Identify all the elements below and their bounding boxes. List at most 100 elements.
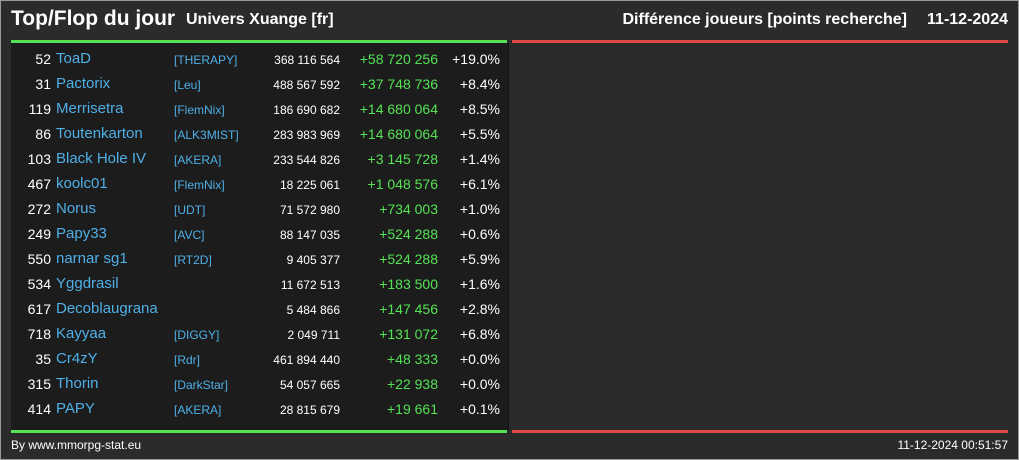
percent-change: +1.6%: [459, 276, 500, 292]
points-difference: +183 500: [379, 276, 438, 292]
alliance-tag-link[interactable]: [THERAPY]: [174, 53, 238, 67]
player-rank: 550: [27, 251, 51, 267]
points-difference: +37 748 736: [359, 76, 438, 92]
table-row: 35 Cr4zY [Rdr] 461 894 440 +48 333 +0.0%: [11, 347, 508, 372]
points-difference: +147 456: [379, 301, 438, 317]
points-difference: +3 145 728: [367, 151, 438, 167]
player-rank: 103: [27, 151, 51, 167]
points-difference: +22 938: [387, 376, 438, 392]
alliance-tag-link[interactable]: [FlemNix]: [174, 178, 225, 192]
alliance-tag-link[interactable]: [AVC]: [174, 228, 205, 242]
player-rank: 718: [27, 326, 51, 342]
points-difference: +524 288: [379, 226, 438, 242]
player-points: 283 983 969: [273, 128, 340, 142]
bottom-divider-green: [11, 430, 507, 433]
player-rank: 534: [27, 276, 51, 292]
player-points: 488 567 592: [273, 78, 340, 92]
percent-change: +8.5%: [459, 101, 500, 117]
percent-change: +8.4%: [459, 76, 500, 92]
alliance-tag-link[interactable]: [Leu]: [174, 78, 201, 92]
table-row: 534 Yggdrasil 11 672 513 +183 500 +1.6%: [11, 272, 508, 297]
top-divider-green: [11, 40, 507, 43]
player-points: 54 057 665: [279, 378, 340, 392]
player-rank: 272: [27, 201, 51, 217]
table-row: 52 ToaD [THERAPY] 368 116 564 +58 720 256 +19…: [11, 47, 508, 72]
player-name-link[interactable]: Merrisetra: [56, 100, 124, 117]
table-row: 718 Kayyaa [DIGGY] 2 049 711 +131 072 +6.8%: [11, 322, 508, 347]
player-name-link[interactable]: Norus: [56, 200, 97, 217]
percent-change: +6.1%: [459, 176, 500, 192]
ranking-subtitle: Différence joueurs [points recherche]: [622, 11, 907, 28]
table-row: 249 Papy33 [AVC] 88 147 035 +524 288 +0.6%: [11, 222, 508, 247]
player-rank: 414: [27, 401, 51, 417]
player-rank: 86: [35, 126, 51, 142]
alliance-tag-link[interactable]: [DarkStar]: [174, 378, 229, 392]
player-rank: 31: [35, 76, 51, 92]
table-row: 103 Black Hole IV [AKERA] 233 544 826 +3 145…: [11, 147, 508, 172]
points-difference: +14 680 064: [359, 126, 438, 142]
player-name-link[interactable]: Cr4zY: [56, 350, 98, 367]
table-row: 31 Pactorix [Leu] 488 567 592 +37 748 736 +8.…: [11, 72, 508, 97]
player-rank: 467: [27, 176, 51, 192]
percent-change: +1.4%: [459, 151, 500, 167]
player-points: 5 484 866: [286, 303, 340, 317]
points-difference: +1 048 576: [367, 176, 438, 192]
player-name-link[interactable]: Decoblaugrana: [56, 300, 158, 317]
player-name-link[interactable]: Pactorix: [56, 75, 111, 92]
table-row: 550 narnar sg1 [RT2D] 9 405 377 +524 288 +5.9…: [11, 247, 508, 272]
player-points: 11 672 513: [280, 278, 340, 292]
alliance-tag-link[interactable]: [ALK3MIST]: [174, 128, 239, 142]
bottom-divider-red: [512, 430, 1008, 433]
top-players-panel: 52 ToaD [THERAPY] 368 116 564 +58 720 256 +19…: [11, 43, 508, 430]
percent-change: +0.0%: [459, 376, 500, 392]
player-points: 28 815 679: [279, 403, 340, 417]
source-credit: By www.mmorpg-stat.eu: [11, 438, 142, 452]
generated-timestamp: 11-12-2024 00:51:57: [897, 438, 1008, 452]
alliance-tag-link[interactable]: [FlemNix]: [174, 103, 225, 117]
player-rank: 617: [27, 301, 51, 317]
player-points: 88 147 035: [279, 228, 340, 242]
player-points: 368 116 564: [274, 53, 340, 67]
alliance-tag-link[interactable]: [AKERA]: [174, 403, 222, 417]
player-name-link[interactable]: Toutenkarton: [56, 125, 143, 142]
player-name-link[interactable]: Kayyaa: [56, 325, 107, 342]
percent-change: +0.0%: [459, 351, 500, 367]
percent-change: +0.1%: [459, 401, 500, 417]
points-difference: +734 003: [379, 201, 438, 217]
table-row: 617 Decoblaugrana 5 484 866 +147 456 +2.8%: [11, 297, 508, 322]
table-row: 414 PAPY [AKERA] 28 815 679 +19 661 +0.1%: [11, 397, 508, 422]
percent-change: +19.0%: [452, 51, 500, 67]
table-row: 315 Thorin [DarkStar] 54 057 665 +22 938 +0.0…: [11, 372, 508, 397]
universe-label: Univers Xuange [fr]: [186, 11, 334, 28]
top-players-list: 52 ToaD [THERAPY] 368 116 564 +58 720 256 +19…: [11, 47, 508, 422]
alliance-tag-link[interactable]: [RT2D]: [174, 253, 212, 267]
points-difference: +19 661: [387, 401, 438, 417]
player-points: 18 225 061: [279, 178, 340, 192]
player-name-link[interactable]: Black Hole IV: [56, 150, 147, 167]
alliance-tag-link[interactable]: [Rdr]: [174, 353, 201, 367]
player-points: 9 405 377: [286, 253, 340, 267]
table-row: 467 koolc01 [FlemNix] 18 225 061 +1 048 576 +…: [11, 172, 508, 197]
player-name-link[interactable]: PAPY: [56, 400, 95, 417]
player-rank: 119: [28, 101, 51, 117]
alliance-tag-link[interactable]: [AKERA]: [174, 153, 222, 167]
table-row: 86 Toutenkarton [ALK3MIST] 283 983 969 +14 6…: [11, 122, 508, 147]
player-name-link[interactable]: ToaD: [56, 50, 92, 67]
alliance-tag-link[interactable]: [UDT]: [174, 203, 206, 217]
player-rank: 315: [27, 376, 51, 392]
alliance-tag-link[interactable]: [DIGGY]: [174, 328, 220, 342]
percent-change: +5.5%: [459, 126, 500, 142]
player-points: 186 690 682: [273, 103, 340, 117]
points-difference: +131 072: [379, 326, 438, 342]
flop-players-panel: [512, 43, 1008, 430]
player-points: 2 049 711: [287, 328, 341, 342]
player-name-link[interactable]: Papy33: [56, 225, 107, 242]
player-name-link[interactable]: Yggdrasil: [56, 275, 119, 292]
points-difference: +14 680 064: [359, 101, 438, 117]
player-name-link[interactable]: Thorin: [56, 375, 99, 392]
player-name-link[interactable]: narnar sg1: [56, 250, 128, 267]
player-rank: 249: [27, 226, 51, 242]
player-name-link[interactable]: koolc01: [56, 175, 108, 192]
header-date: 11-12-2024: [927, 11, 1008, 28]
points-difference: +48 333: [387, 351, 438, 367]
